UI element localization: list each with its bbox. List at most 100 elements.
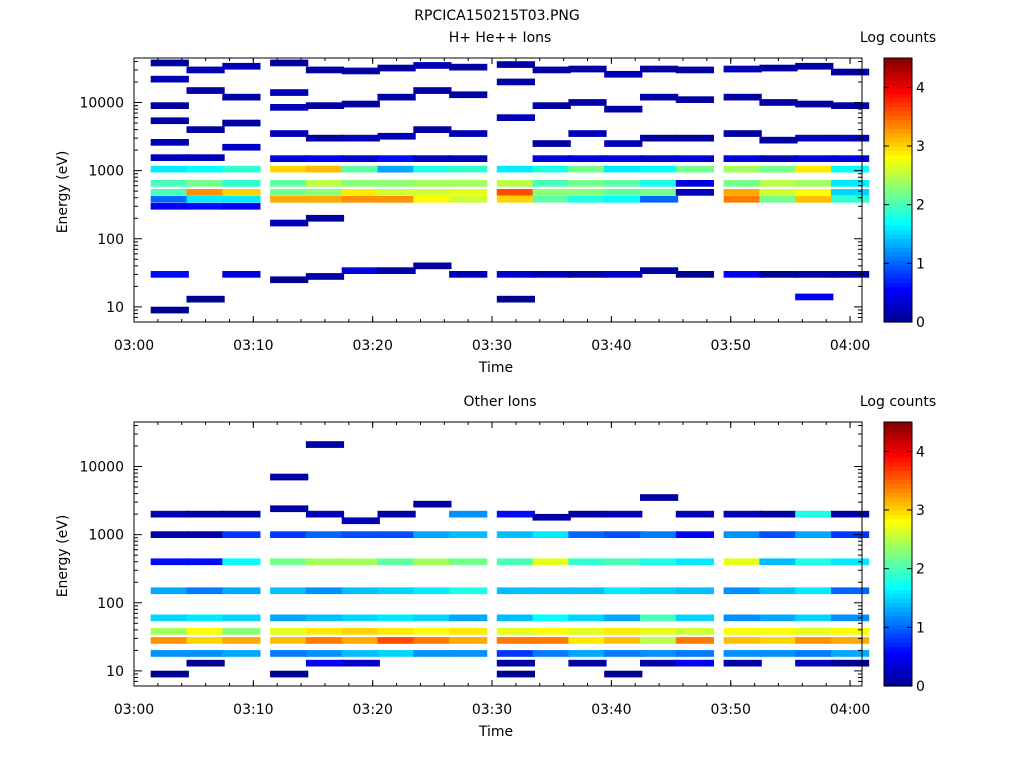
x-tick-label: 03:10 <box>233 702 273 718</box>
heatmap-cell <box>413 195 452 203</box>
heatmap-cell <box>449 587 488 595</box>
colorbar-segment <box>884 159 912 165</box>
heatmap-cell <box>150 637 189 644</box>
heatmap-cell <box>532 513 571 521</box>
colorbar-segment <box>884 633 912 639</box>
heatmap-cell <box>186 637 225 644</box>
colorbar-segment <box>884 620 912 625</box>
colorbar-segment <box>884 154 912 160</box>
heatmap-cell <box>222 195 261 203</box>
colorbar: 0 1 2 3 4 Log counts <box>860 30 936 331</box>
colorbar-segment <box>884 571 912 577</box>
colorbar-segment <box>884 549 912 555</box>
y-tick-label: 100 <box>97 596 124 612</box>
heatmap-cell <box>449 63 488 71</box>
colorbar-label: Log counts <box>860 30 936 46</box>
figure-title: RPCICA150215T03.PNG <box>414 8 579 24</box>
heatmap-cell <box>449 130 488 137</box>
heatmap-cell <box>532 587 571 595</box>
heatmap-cell <box>377 510 416 518</box>
heatmap-cell <box>568 531 607 538</box>
y-tick-label: 1000 <box>88 528 124 544</box>
heatmap-cell <box>759 165 798 173</box>
heatmap-cell <box>413 628 452 635</box>
heatmap-cell <box>222 650 261 657</box>
heatmap-cell <box>341 614 380 622</box>
colorbar-segment <box>884 190 912 195</box>
heatmap-cell <box>568 637 607 644</box>
heatmap-cell <box>186 659 225 667</box>
colorbar-segment <box>884 106 912 112</box>
heatmap-cell <box>795 650 834 657</box>
heatmap-cell <box>222 531 261 538</box>
colorbar-frame <box>883 57 913 323</box>
colorbar-segment <box>884 80 912 85</box>
heatmap-cell <box>270 219 309 227</box>
heatmap-cell <box>341 628 380 635</box>
heatmap-cell <box>222 510 261 518</box>
colorbar-segment <box>884 146 912 151</box>
colorbar-segment <box>884 220 912 226</box>
colorbar-segment <box>884 300 912 305</box>
heatmap-cell <box>640 165 679 173</box>
heatmap-cell <box>496 531 535 538</box>
heatmap-cell <box>377 637 416 644</box>
colorbar-segment <box>884 260 912 266</box>
colorbar-segment <box>884 650 912 656</box>
heatmap-cell <box>640 650 679 657</box>
heatmap-cell <box>568 130 607 137</box>
heatmap-cell <box>723 130 762 137</box>
heatmap-cell <box>640 189 679 196</box>
heatmap-cell <box>640 637 679 644</box>
heatmap-cell <box>604 189 643 196</box>
heatmap-cell <box>675 66 714 74</box>
heatmap-cell <box>305 587 345 595</box>
heatmap-cell <box>270 104 309 111</box>
colorbar-segment <box>884 198 912 204</box>
heatmap-cell <box>222 614 261 622</box>
heatmap-cell <box>186 202 225 210</box>
heatmap-cell <box>305 659 345 667</box>
heatmap-cell <box>413 62 452 69</box>
heatmap-cell <box>449 195 488 203</box>
x-tick-label: 04:00 <box>830 338 870 354</box>
heatmap-cell <box>759 180 798 187</box>
heatmap-cell <box>413 262 452 270</box>
heatmap-cell <box>449 189 488 196</box>
heatmap-cell <box>795 628 834 635</box>
heatmap-cell <box>640 558 679 566</box>
heatmap-cell <box>305 165 345 173</box>
colorbar-segment <box>884 677 912 683</box>
heatmap-cell <box>532 271 571 278</box>
colorbar-segment <box>884 247 912 253</box>
heatmap-cell <box>759 558 798 566</box>
colorbar-segment <box>884 119 912 125</box>
heatmap-cell <box>305 273 345 280</box>
heatmap-cell <box>186 180 225 187</box>
heatmap-cell <box>532 558 571 566</box>
colorbar-segment <box>884 492 912 498</box>
heatmap-cell <box>150 628 189 635</box>
colorbar-segment <box>884 216 912 222</box>
heatmap-cell <box>604 155 643 162</box>
heatmap-cell <box>532 102 571 109</box>
heatmap-cell <box>795 195 834 203</box>
plot-frame <box>133 57 863 323</box>
colorbar-segment <box>884 637 912 643</box>
heatmap-cell <box>640 155 679 162</box>
colorbar-segment <box>884 212 912 217</box>
heatmap-cell <box>831 68 870 76</box>
heatmap-cell <box>831 134 870 142</box>
heatmap-cell <box>831 531 870 538</box>
heatmap-cell <box>723 271 762 278</box>
heatmap-cell <box>413 87 452 94</box>
colorbar-segment <box>884 75 912 81</box>
colorbar-segment <box>884 523 912 529</box>
plot-area <box>134 422 862 686</box>
heatmap-cell <box>270 276 309 284</box>
colorbar-segment <box>884 580 912 586</box>
colorbar-segment <box>884 128 912 134</box>
heatmap-cell <box>449 165 488 173</box>
heatmap-cell <box>831 659 870 667</box>
